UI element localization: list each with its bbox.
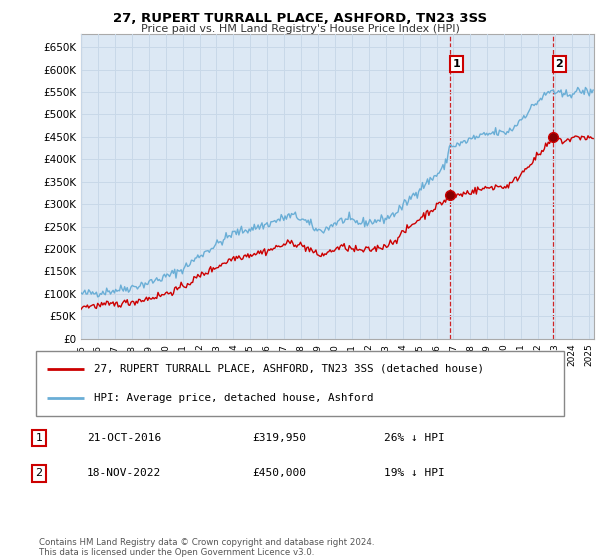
Text: 2: 2 <box>556 59 563 69</box>
Text: 2: 2 <box>35 468 43 478</box>
Text: 1: 1 <box>35 433 43 443</box>
FancyBboxPatch shape <box>36 351 564 416</box>
Text: Price paid vs. HM Land Registry's House Price Index (HPI): Price paid vs. HM Land Registry's House … <box>140 24 460 34</box>
Text: £450,000: £450,000 <box>252 468 306 478</box>
Text: 21-OCT-2016: 21-OCT-2016 <box>87 433 161 443</box>
Text: £319,950: £319,950 <box>252 433 306 443</box>
Text: 26% ↓ HPI: 26% ↓ HPI <box>384 433 445 443</box>
Text: 27, RUPERT TURRALL PLACE, ASHFORD, TN23 3SS: 27, RUPERT TURRALL PLACE, ASHFORD, TN23 … <box>113 12 487 25</box>
Text: HPI: Average price, detached house, Ashford: HPI: Average price, detached house, Ashf… <box>94 393 374 403</box>
Text: 1: 1 <box>452 59 460 69</box>
Text: 19% ↓ HPI: 19% ↓ HPI <box>384 468 445 478</box>
Text: Contains HM Land Registry data © Crown copyright and database right 2024.
This d: Contains HM Land Registry data © Crown c… <box>39 538 374 557</box>
Text: 27, RUPERT TURRALL PLACE, ASHFORD, TN23 3SS (detached house): 27, RUPERT TURRALL PLACE, ASHFORD, TN23 … <box>94 363 484 374</box>
Text: 18-NOV-2022: 18-NOV-2022 <box>87 468 161 478</box>
